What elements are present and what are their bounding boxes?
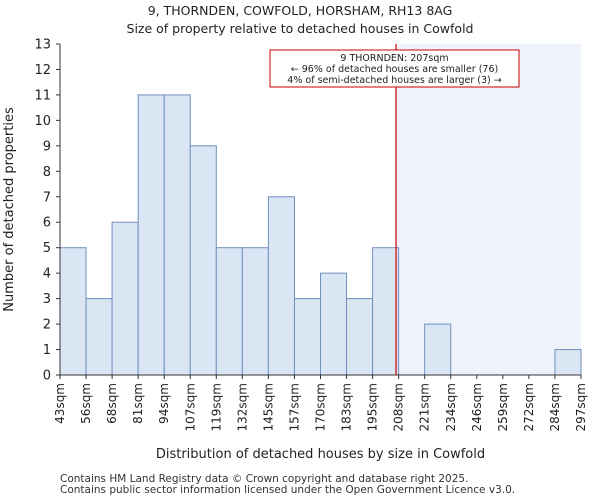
y-tick-label: 9 [43,139,51,154]
x-tick-label: 297sqm [574,383,588,431]
x-axis-label: Distribution of detached houses by size … [156,447,485,462]
x-tick-label: 259sqm [496,383,510,431]
x-tick-label: 195sqm [366,383,380,431]
bar [346,298,374,376]
x-tick-label: 145sqm [261,383,275,431]
y-axis-label: Number of detached properties [2,107,17,312]
bar [424,323,452,376]
chart-subtitle: Size of property relative to detached ho… [126,21,474,36]
highlight-region [396,44,581,375]
y-tick-label: 8 [43,165,51,180]
x-tick-label: 68sqm [105,383,119,424]
y-tick-label: 10 [34,114,51,129]
y-tick-label: 12 [34,63,51,78]
y-tick-label: 4 [43,267,51,282]
y-tick-label: 5 [43,241,51,256]
x-tick-label: 81sqm [131,383,145,424]
bar [189,145,217,376]
x-tick-label: 132sqm [235,383,249,431]
x-tick-label: 119sqm [209,383,223,431]
bar [241,247,269,376]
chart-title: 9, THORNDEN, COWFOLD, HORSHAM, RH13 8AG [147,3,453,18]
bar [554,349,582,376]
bar [163,94,191,376]
y-tick-label: 11 [34,88,51,103]
bar [59,247,87,376]
x-tick-label: 56sqm [79,383,93,424]
bar [293,298,322,376]
x-tick-label: 157sqm [287,383,301,431]
footer-licence: Contains public sector information licen… [60,484,516,496]
x-tick-label: 170sqm [314,383,328,431]
y-tick-label: 6 [43,216,51,231]
annotation-box [269,49,520,88]
x-tick-label: 94sqm [157,383,171,424]
x-tick-label: 272sqm [522,383,536,431]
bar [267,196,295,376]
y-tick-label: 1 [43,343,51,358]
y-tick-label: 0 [43,369,51,384]
annotation-text: 9 THORNDEN: 207sqm [340,53,448,64]
bar [320,272,348,376]
x-tick-label: 208sqm [392,383,406,431]
x-tick-label: 246sqm [470,383,484,431]
x-tick-label: 234sqm [444,383,458,431]
bar [137,94,165,376]
bar [372,247,400,376]
x-tick-label: 284sqm [548,383,562,431]
x-tick-label: 183sqm [340,383,354,431]
annotation-text: 4% of semi-detached houses are larger (3… [287,75,501,86]
x-tick-label: 43sqm [53,383,67,424]
y-tick-label: 2 [43,318,51,333]
y-tick-label: 7 [43,190,51,205]
annotation-text: ← 96% of detached houses are smaller (76… [291,64,498,75]
x-tick-label: 107sqm [183,383,197,431]
bar [111,221,139,376]
bar [85,298,113,376]
x-tick-label: 221sqm [418,383,432,431]
bar [215,247,243,376]
y-tick-label: 13 [34,38,51,53]
footer-copyright: Contains HM Land Registry data © Crown c… [60,473,469,485]
y-tick-label: 3 [43,292,51,307]
